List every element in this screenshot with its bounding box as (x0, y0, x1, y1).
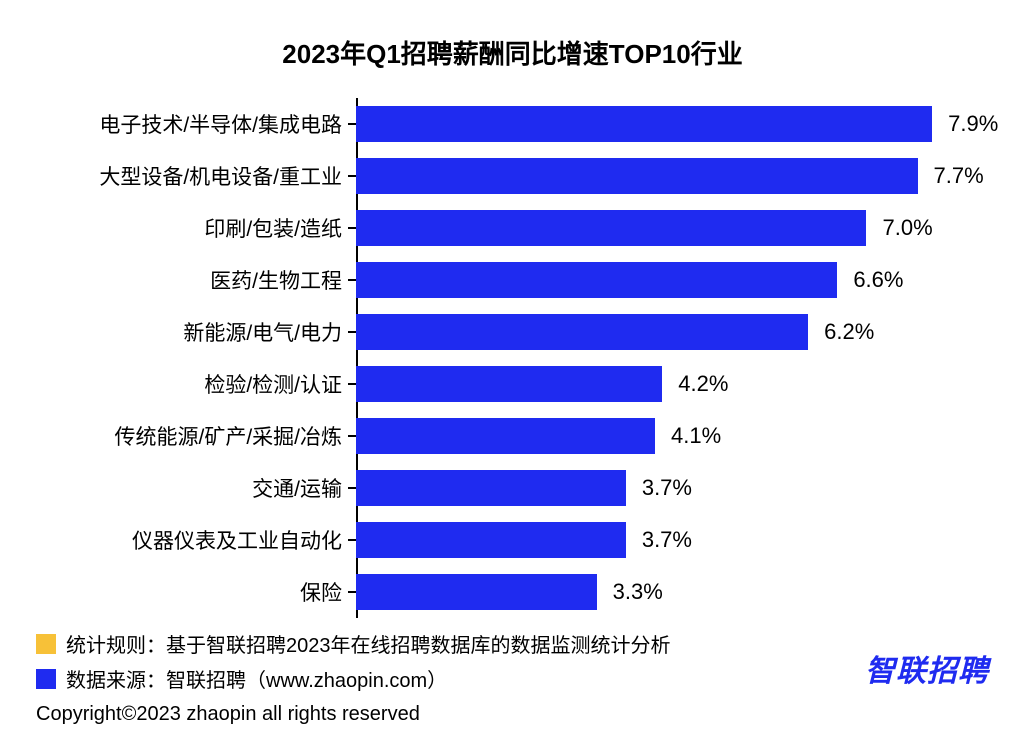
table-row: 新能源/电气/电力 6.2% (66, 306, 966, 358)
axis-tick (348, 227, 356, 229)
category-label: 印刷/包装/造纸 (204, 213, 342, 243)
table-row: 印刷/包装/造纸 7.0% (66, 202, 966, 254)
axis-tick (348, 539, 356, 541)
value-label: 3.7% (642, 527, 692, 553)
axis-tick (348, 591, 356, 593)
bar (356, 314, 808, 350)
table-row: 传统能源/矿产/采掘/冶炼 4.1% (66, 410, 966, 462)
value-label: 4.1% (671, 423, 721, 449)
value-label: 3.7% (642, 475, 692, 501)
value-label: 7.7% (934, 163, 984, 189)
legend-text: 数据来源：智联招聘（www.zhaopin.com） (66, 664, 447, 693)
chart-title: 2023年Q1招聘薪酬同比增速TOP10行业 (0, 34, 1025, 71)
category-label: 电子技术/半导体/集成电路 (99, 109, 342, 139)
value-label: 6.2% (824, 319, 874, 345)
value-label: 7.9% (948, 111, 998, 137)
bar (356, 522, 626, 558)
table-row: 保险 3.3% (66, 566, 966, 618)
axis-tick (348, 279, 356, 281)
bar (356, 366, 662, 402)
category-label: 新能源/电气/电力 (183, 317, 342, 347)
axis-tick (348, 175, 356, 177)
copyright-text: Copyright©2023 zhaopin all rights reserv… (36, 703, 671, 726)
bar (356, 470, 626, 506)
legend-item: 数据来源：智联招聘（www.zhaopin.com） (36, 664, 671, 693)
value-label: 7.0% (882, 215, 932, 241)
table-row: 仪器仪表及工业自动化 3.7% (66, 514, 966, 566)
category-label: 医药/生物工程 (210, 265, 342, 295)
category-label: 大型设备/机电设备/重工业 (99, 161, 342, 191)
brand-logo: 智联招聘 (865, 646, 989, 690)
category-label: 交通/运输 (252, 473, 342, 503)
table-row: 交通/运输 3.7% (66, 462, 966, 514)
axis-tick (348, 435, 356, 437)
bar (356, 106, 932, 142)
chart-area: 电子技术/半导体/集成电路7.9%大型设备/机电设备/重工业7.7%印刷/包装/… (66, 98, 966, 618)
table-row: 电子技术/半导体/集成电路7.9% (66, 98, 966, 150)
axis-tick (348, 123, 356, 125)
legend-text: 统计规则：基于智联招聘2023年在线招聘数据库的数据监测统计分析 (66, 629, 671, 658)
value-label: 4.2% (678, 371, 728, 397)
bar (356, 210, 866, 246)
bar (356, 262, 837, 298)
chart-footer: 统计规则：基于智联招聘2023年在线招聘数据库的数据监测统计分析数据来源：智联招… (36, 629, 671, 726)
table-row: 检验/检测/认证 4.2% (66, 358, 966, 410)
table-row: 大型设备/机电设备/重工业7.7% (66, 150, 966, 202)
bar (356, 574, 597, 610)
page: 2023年Q1招聘薪酬同比增速TOP10行业 电子技术/半导体/集成电路7.9%… (0, 0, 1025, 752)
value-label: 6.6% (853, 267, 903, 293)
bar (356, 418, 655, 454)
legend-item: 统计规则：基于智联招聘2023年在线招聘数据库的数据监测统计分析 (36, 629, 671, 658)
table-row: 医药/生物工程 6.6% (66, 254, 966, 306)
bar (356, 158, 918, 194)
axis-tick (348, 331, 356, 333)
legend-swatch (36, 669, 56, 689)
category-label: 仪器仪表及工业自动化 (132, 525, 342, 555)
category-label: 保险 (300, 577, 342, 607)
axis-tick (348, 487, 356, 489)
category-label: 传统能源/矿产/采掘/冶炼 (114, 421, 342, 451)
value-label: 3.3% (613, 579, 663, 605)
legend: 统计规则：基于智联招聘2023年在线招聘数据库的数据监测统计分析数据来源：智联招… (36, 629, 671, 693)
category-label: 检验/检测/认证 (204, 369, 342, 399)
axis-tick (348, 383, 356, 385)
legend-swatch (36, 634, 56, 654)
